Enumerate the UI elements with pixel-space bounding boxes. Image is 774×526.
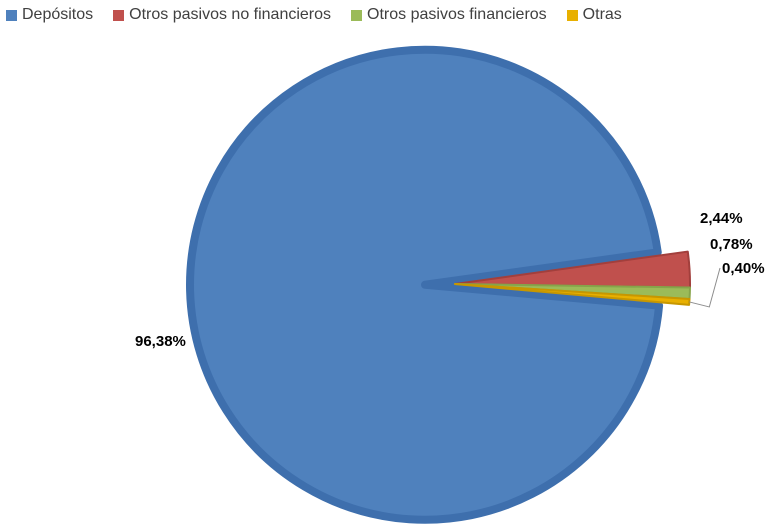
legend-swatch-otros-pasivos-financieros bbox=[351, 9, 363, 21]
legend-item-otras: Otras bbox=[566, 6, 622, 24]
legend-item-otros-pasivos-financieros: Otros pasivos financieros bbox=[351, 6, 547, 24]
legend-swatch-otras bbox=[566, 9, 578, 21]
legend-label-otras: Otras bbox=[582, 6, 622, 23]
data-label-otros-pasivos-financieros: 0,78% bbox=[710, 236, 753, 253]
legend-label-otros-pasivos-no-financieros: Otros pasivos no financieros bbox=[129, 6, 332, 23]
pie-slices bbox=[186, 45, 691, 524]
data-label-depositos: 96,38% bbox=[135, 333, 186, 350]
leader-line-otras bbox=[689, 267, 721, 308]
pie-slice-depositos bbox=[186, 45, 664, 524]
data-label-otras: 0,40% bbox=[722, 260, 765, 277]
legend-swatch-otros-pasivos-no-financieros bbox=[113, 9, 125, 21]
leader-lines bbox=[689, 267, 721, 308]
legend-item-otros-pasivos-no-financieros: Otros pasivos no financieros bbox=[113, 6, 331, 24]
chart-legend: Depósitos Otros pasivos no financieros O… bbox=[6, 4, 622, 26]
legend-label-depositos: Depósitos bbox=[22, 6, 94, 23]
data-labels: 96,38% 2,44% 0,78% 0,40% bbox=[135, 210, 765, 350]
data-label-otros-pasivos-no-financieros: 2,44% bbox=[700, 210, 743, 227]
legend-item-depositos: Depósitos bbox=[6, 6, 93, 24]
legend-label-otros-pasivos-financieros: Otros pasivos financieros bbox=[367, 6, 547, 23]
legend-swatch-depositos bbox=[6, 9, 17, 21]
